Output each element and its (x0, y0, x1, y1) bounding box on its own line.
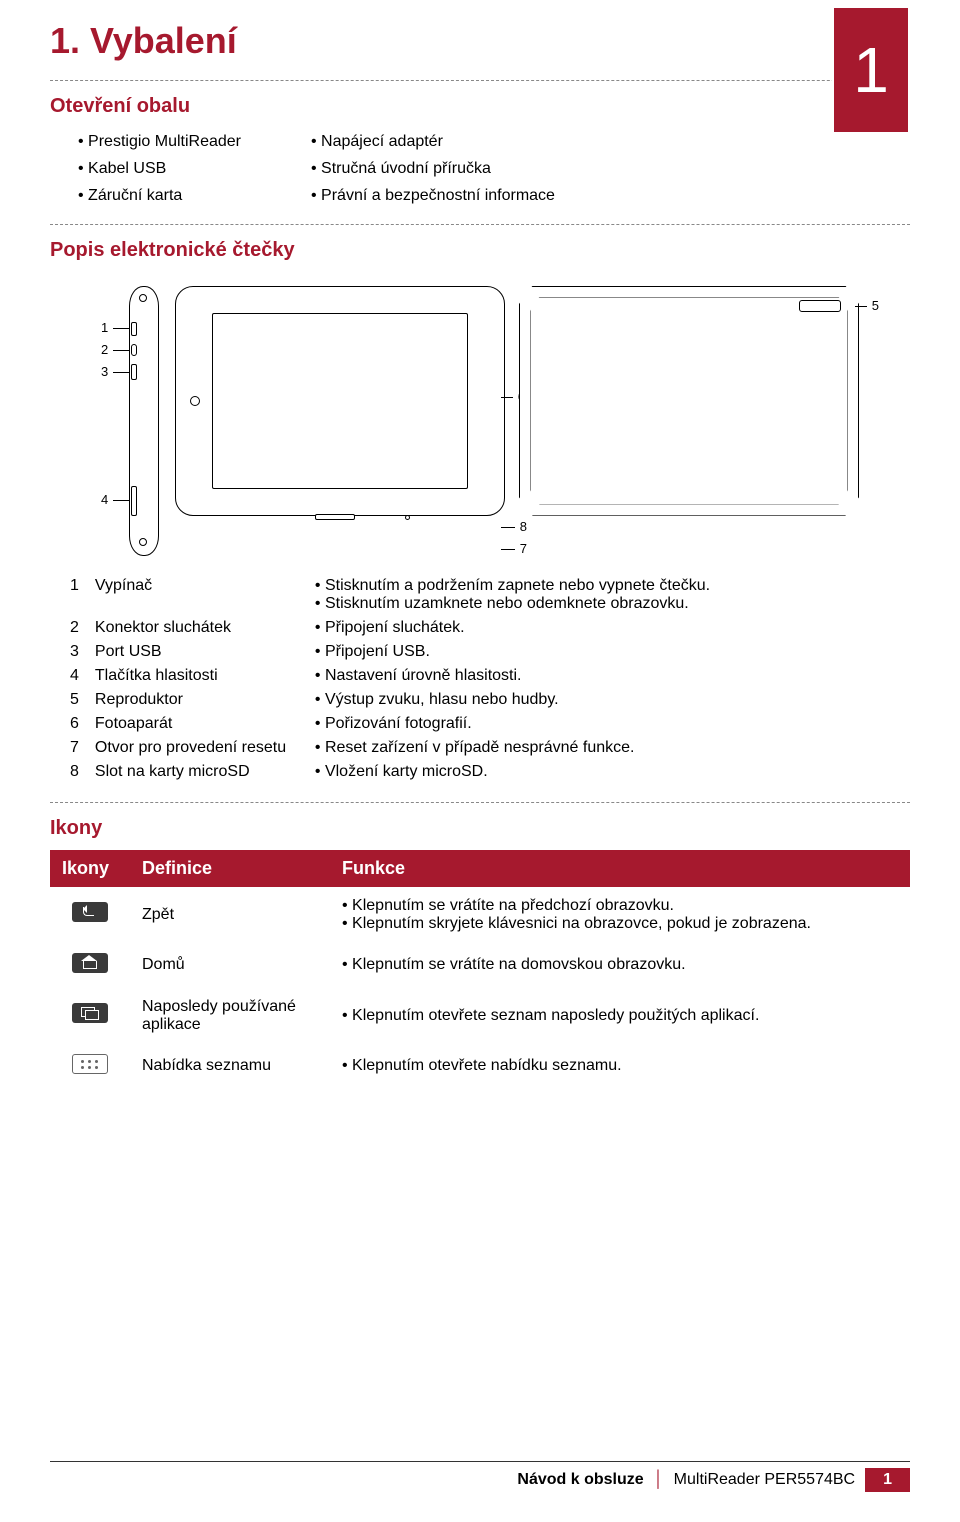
home-icon (72, 953, 108, 973)
icon-definition: Nabídka seznamu (130, 1044, 330, 1089)
icon-cell (50, 943, 130, 988)
diagram-label: 5 (872, 298, 879, 313)
icons-col-header: Funkce (330, 850, 910, 887)
opening-lists: Prestigio MultiReader Kabel USB Záruční … (78, 128, 910, 210)
icons-col-header: Ikony (50, 850, 130, 887)
divider (50, 802, 910, 803)
page-title: 1. Vybalení (50, 20, 910, 62)
part-name: Fotoaparát (87, 712, 307, 736)
icon-cell (50, 887, 130, 943)
list-item: Stručná úvodní příručka (311, 155, 555, 182)
icon-function: Klepnutím se vrátíte na domovskou obrazo… (330, 943, 910, 988)
part-number: 4 (50, 664, 87, 688)
part-number: 5 (50, 688, 87, 712)
part-desc: Stisknutím a podržením zapnete nebo vypn… (307, 574, 910, 616)
part-name: Slot na karty microSD (87, 760, 307, 784)
icon-function: Klepnutím se vrátíte na předchozí obrazo… (330, 887, 910, 943)
table-row: 5ReproduktorVýstup zvuku, hlasu nebo hud… (50, 688, 910, 712)
part-number: 8 (50, 760, 87, 784)
diagram-label: 4 (101, 492, 108, 507)
table-row: 7Otvor pro provedení resetuReset zařízen… (50, 736, 910, 760)
icon-function: Klepnutím otevřete nabídku seznamu. (330, 1044, 910, 1089)
section-desc-title: Popis elektronické čtečky (50, 239, 910, 262)
table-row: 3Port USBPřipojení USB. (50, 640, 910, 664)
part-name: Port USB (87, 640, 307, 664)
part-desc: Vložení karty microSD. (307, 760, 910, 784)
table-row: 8Slot na karty microSDVložení karty micr… (50, 760, 910, 784)
table-row: 4Tlačítka hlasitostiNastavení úrovně hla… (50, 664, 910, 688)
part-desc: Pořizování fotografií. (307, 712, 910, 736)
menu-icon (72, 1054, 108, 1074)
table-row: Nabídka seznamuKlepnutím otevřete nabídk… (50, 1044, 910, 1089)
page-number-badge: 1 (832, 6, 910, 134)
table-row: ZpětKlepnutím se vrátíte na předchozí ob… (50, 887, 910, 943)
diagram-front: 6 8 7 (175, 286, 505, 556)
part-name: Vypínač (87, 574, 307, 616)
diagram-side: 1 2 3 4 (101, 286, 161, 556)
icons-table: Ikony Definice Funkce ZpětKlepnutím se v… (50, 850, 910, 1089)
list-item: Právní a bezpečnostní informace (311, 182, 555, 209)
table-row: 6FotoaparátPořizování fotografií. (50, 712, 910, 736)
list-item: Záruční karta (78, 182, 241, 209)
icon-definition: Domů (130, 943, 330, 988)
part-desc: Připojení USB. (307, 640, 910, 664)
recent-icon (72, 1003, 108, 1023)
part-name: Otvor pro provedení resetu (87, 736, 307, 760)
icon-cell (50, 988, 130, 1044)
footer-separator: │ (654, 1471, 664, 1489)
icon-cell (50, 1044, 130, 1089)
back-icon (72, 902, 108, 922)
divider (50, 224, 910, 225)
part-number: 7 (50, 736, 87, 760)
diagram-back: 5 (519, 286, 859, 556)
part-number: 1 (50, 574, 87, 616)
part-desc: Reset zařízení v případě nesprávné funkc… (307, 736, 910, 760)
part-desc: Nastavení úrovně hlasitosti. (307, 664, 910, 688)
section-icons-title: Ikony (50, 817, 910, 840)
parts-table: 1VypínačStisknutím a podržením zapnete n… (50, 574, 910, 784)
diagram-label: 3 (101, 364, 108, 379)
part-number: 6 (50, 712, 87, 736)
table-row: 2Konektor sluchátekPřipojení sluchátek. (50, 616, 910, 640)
opening-right-col: Napájecí adaptér Stručná úvodní příručka… (311, 128, 555, 210)
icon-definition: Zpět (130, 887, 330, 943)
part-name: Konektor sluchátek (87, 616, 307, 640)
divider (50, 80, 910, 81)
table-row: 1VypínačStisknutím a podržením zapnete n… (50, 574, 910, 616)
table-row: DomůKlepnutím se vrátíte na domovskou ob… (50, 943, 910, 988)
section-opening-title: Otevření obalu (50, 95, 910, 118)
diagram-label: 1 (101, 320, 108, 335)
part-desc: Připojení sluchátek. (307, 616, 910, 640)
page-footer: Návod k obsluze │ MultiReader PER5574BC … (50, 1461, 910, 1492)
list-item: Kabel USB (78, 155, 241, 182)
icon-function: Klepnutím otevřete seznam naposledy použ… (330, 988, 910, 1044)
list-item: Napájecí adaptér (311, 128, 555, 155)
part-name: Reproduktor (87, 688, 307, 712)
part-number: 2 (50, 616, 87, 640)
list-item: Prestigio MultiReader (78, 128, 241, 155)
footer-manual-label: Návod k obsluze (517, 1471, 643, 1489)
footer-product-name: MultiReader PER5574BC (674, 1471, 855, 1489)
diagram-label: 2 (101, 342, 108, 357)
part-desc: Výstup zvuku, hlasu nebo hudby. (307, 688, 910, 712)
icons-col-header: Definice (130, 850, 330, 887)
icon-definition: Naposledy používané aplikace (130, 988, 330, 1044)
part-name: Tlačítka hlasitosti (87, 664, 307, 688)
opening-left-col: Prestigio MultiReader Kabel USB Záruční … (78, 128, 241, 210)
table-row: Naposledy používané aplikaceKlepnutím ot… (50, 988, 910, 1044)
footer-page-number: 1 (865, 1468, 910, 1492)
device-diagrams: 1 2 3 4 6 8 7 5 (50, 286, 910, 556)
part-number: 3 (50, 640, 87, 664)
